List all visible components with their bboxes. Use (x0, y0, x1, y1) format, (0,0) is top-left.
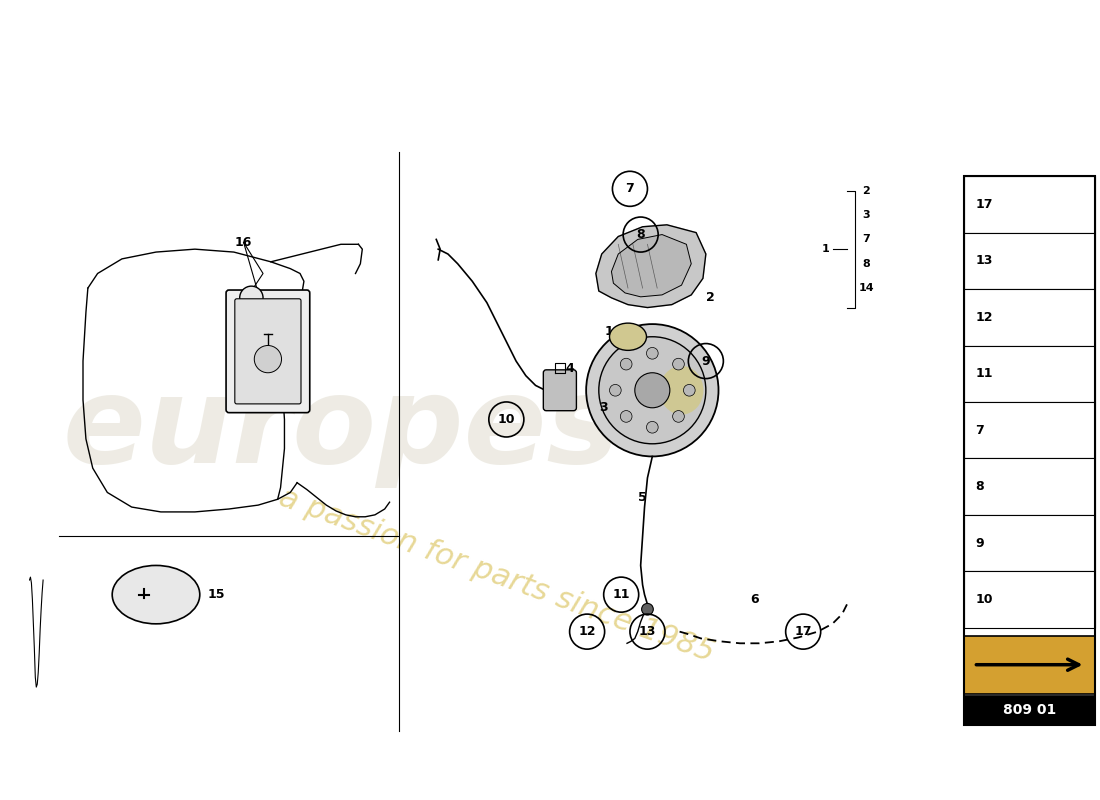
Text: 2: 2 (862, 186, 870, 196)
FancyBboxPatch shape (227, 290, 310, 413)
Bar (964, 176, 1096, 233)
FancyBboxPatch shape (234, 298, 301, 404)
Text: 11: 11 (613, 588, 630, 601)
Text: 16: 16 (235, 236, 252, 249)
Text: 10: 10 (497, 413, 515, 426)
Circle shape (620, 358, 632, 370)
Circle shape (598, 337, 706, 444)
Bar (964, 515, 1096, 571)
Text: 2: 2 (706, 291, 715, 304)
Bar (964, 696, 1096, 725)
Text: 9: 9 (976, 537, 984, 550)
Text: 4: 4 (565, 362, 574, 375)
Bar (964, 346, 1096, 402)
Circle shape (586, 324, 718, 457)
Text: 8: 8 (976, 480, 984, 493)
Circle shape (240, 286, 263, 310)
Circle shape (254, 346, 282, 373)
Polygon shape (596, 225, 706, 307)
Bar (964, 289, 1096, 346)
Circle shape (647, 422, 658, 433)
Text: 12: 12 (976, 310, 993, 324)
Text: 7: 7 (862, 234, 870, 245)
Text: 11: 11 (976, 367, 993, 380)
Text: 3: 3 (600, 402, 608, 414)
Text: 7: 7 (976, 424, 984, 437)
Text: 809 01: 809 01 (1003, 703, 1056, 718)
Circle shape (635, 373, 670, 408)
Text: 17: 17 (976, 198, 993, 211)
Text: 5: 5 (638, 491, 647, 504)
Ellipse shape (660, 366, 703, 414)
Text: 13: 13 (976, 254, 993, 267)
Circle shape (672, 410, 684, 422)
Circle shape (609, 385, 622, 396)
Text: a passion for parts since 1985: a passion for parts since 1985 (275, 482, 718, 668)
Text: 14: 14 (605, 326, 623, 338)
Ellipse shape (112, 566, 200, 624)
Polygon shape (612, 234, 691, 297)
Bar (964, 458, 1096, 515)
Bar (964, 571, 1096, 628)
Ellipse shape (609, 323, 647, 350)
Circle shape (641, 603, 653, 615)
Bar (964, 233, 1096, 289)
Text: 15: 15 (208, 588, 226, 601)
Bar (964, 635, 1096, 694)
Circle shape (672, 358, 684, 370)
Text: 7: 7 (626, 182, 635, 195)
Text: 12: 12 (579, 625, 596, 638)
Circle shape (683, 385, 695, 396)
Bar (964, 402, 1096, 458)
Circle shape (620, 410, 632, 422)
Text: 13: 13 (639, 625, 656, 638)
Circle shape (647, 347, 658, 359)
Text: 1: 1 (822, 244, 829, 254)
FancyBboxPatch shape (543, 370, 576, 410)
Text: 3: 3 (862, 210, 870, 220)
Text: 14: 14 (859, 283, 874, 293)
Polygon shape (596, 225, 706, 307)
Text: 6: 6 (750, 593, 759, 606)
Text: 9: 9 (702, 354, 711, 367)
Text: 8: 8 (636, 228, 645, 241)
Bar (964, 176, 1096, 725)
Text: 8: 8 (862, 258, 870, 269)
Text: 17: 17 (794, 625, 812, 638)
Text: 10: 10 (976, 593, 993, 606)
Text: europes: europes (63, 370, 619, 488)
